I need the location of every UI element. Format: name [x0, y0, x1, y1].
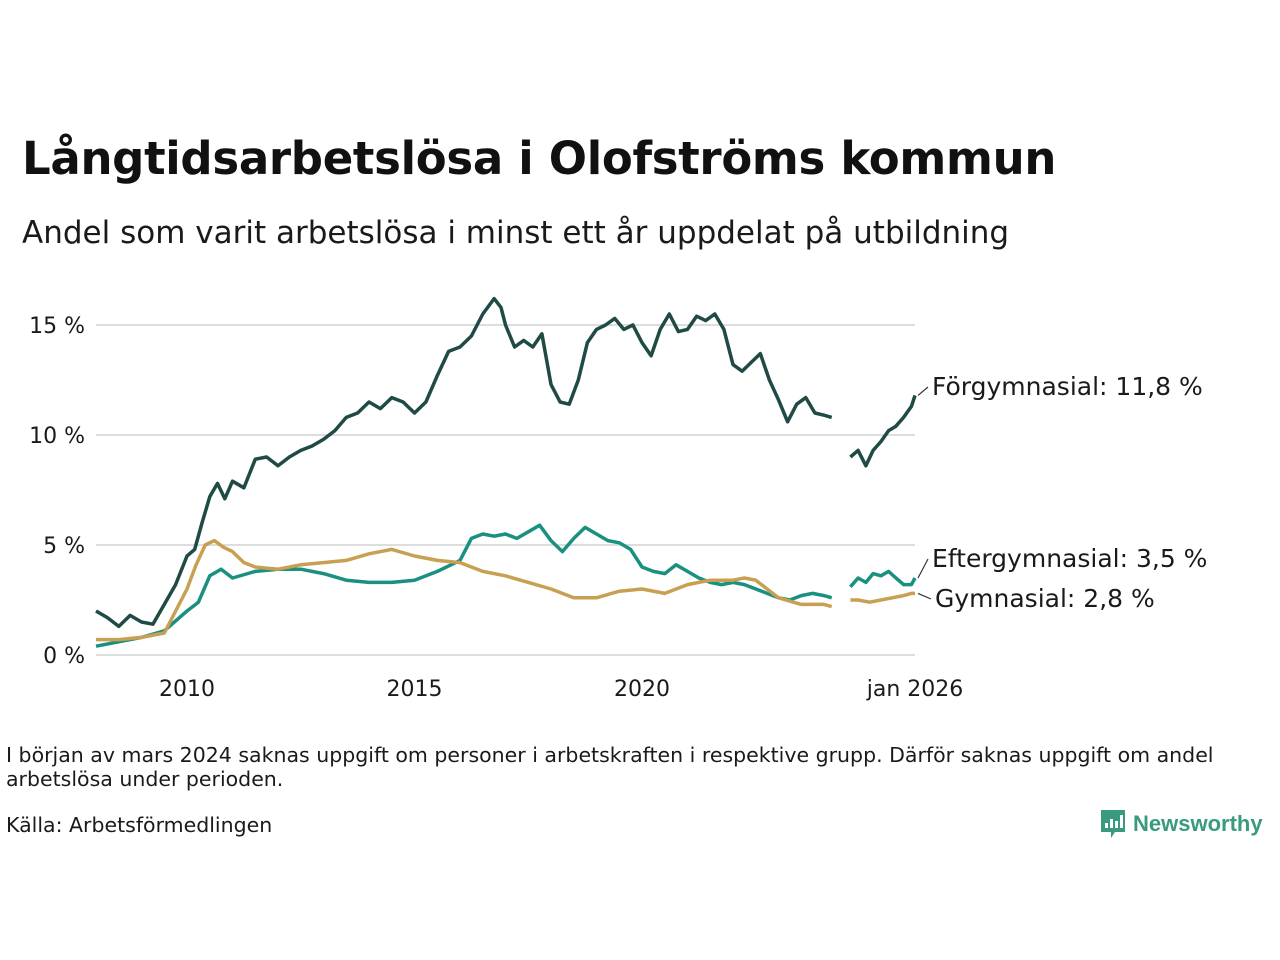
series-line-gymnasial-segment-2: [850, 591, 915, 604]
end-label-gymnasial: Gymnasial: 2,8 %: [935, 584, 1155, 613]
series-line-eftergymnasial-segment-1: [95, 523, 833, 648]
x-tick-label: 2015: [387, 677, 443, 702]
series-line-förgymnasial-segment-1: [95, 296, 833, 629]
series-end-labels: Förgymnasial: 11,8 % Eftergymnasial: 3,5 …: [917, 372, 1207, 613]
brand-logo: Newsworthy: [1099, 808, 1263, 840]
end-label-leader: [917, 592, 932, 600]
x-tick-label: 2020: [614, 677, 670, 702]
end-label-eftergymnasial: Eftergymnasial: 3,5 %: [932, 544, 1207, 573]
x-tick-label: 2010: [159, 677, 215, 702]
series-lines: [95, 296, 917, 648]
y-tick-label: 0 %: [43, 644, 85, 669]
series-line-förgymnasial-segment-2: [849, 394, 917, 468]
x-axis-ticks: 2010 2015 2020 jan 2026: [159, 677, 963, 702]
footnote: I början av mars 2024 saknas uppgift om …: [6, 743, 1214, 791]
end-label-leader: [917, 386, 929, 396]
y-axis-ticks: 0 % 5 % 10 % 15 %: [29, 314, 85, 669]
chart-subtitle: Andel som varit arbetslösa i minst ett å…: [22, 215, 1010, 251]
end-label-leader: [917, 558, 929, 579]
y-tick-label: 5 %: [43, 534, 85, 559]
newsworthy-logo-icon: [1101, 810, 1125, 838]
line-chart: 0 % 5 % 10 % 15 % 2010 2015 2020 jan 2026 Förg…: [29, 296, 1207, 702]
series-line-gymnasial-segment-1: [96, 538, 833, 642]
brand-name: Newsworthy: [1133, 811, 1263, 836]
x-tick-label: jan 2026: [866, 677, 964, 702]
end-label-förgymnasial: Förgymnasial: 11,8 %: [932, 372, 1203, 401]
series-line-eftergymnasial-segment-2: [849, 569, 917, 588]
y-tick-label: 10 %: [29, 424, 85, 449]
source-credit: Källa: Arbetsförmedlingen: [6, 813, 273, 837]
chart-title: Långtidsarbetslösa i Olofströms kommun: [22, 132, 1057, 185]
y-tick-label: 15 %: [29, 314, 85, 339]
